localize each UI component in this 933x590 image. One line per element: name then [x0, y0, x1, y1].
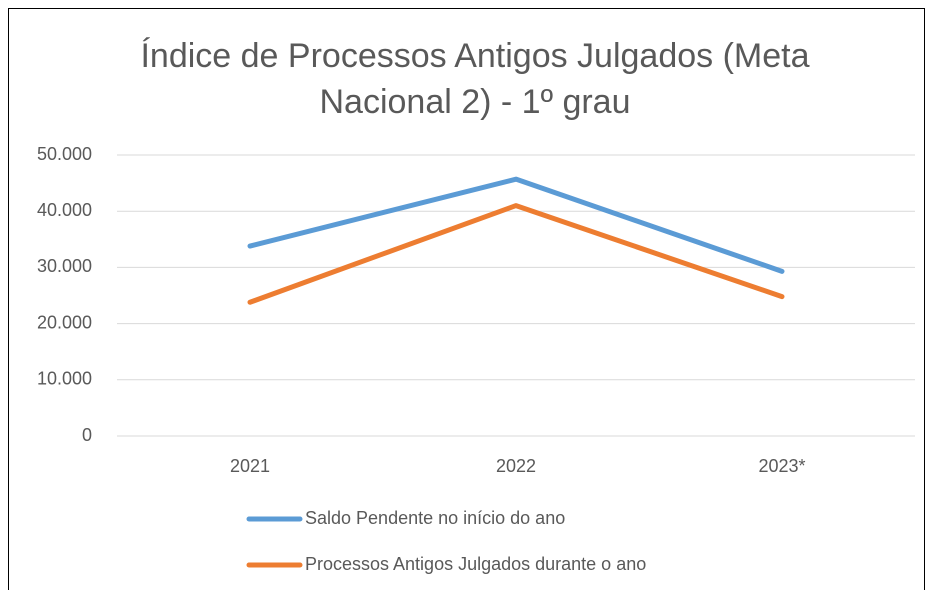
y-tick-label: 20.000	[37, 312, 92, 332]
x-tick-label: 2021	[230, 456, 270, 476]
y-tick-label: 40.000	[37, 200, 92, 220]
x-tick-label: 2022	[496, 456, 536, 476]
y-tick-label: 0	[82, 425, 92, 445]
data-line	[247, 203, 785, 305]
chart-frame	[8, 8, 925, 590]
y-tick-label: 50.000	[37, 144, 92, 164]
y-tick-label: 10.000	[37, 369, 92, 389]
y-tick-label: 30.000	[37, 256, 92, 276]
data-line	[247, 176, 785, 274]
x-tick-label: 2023*	[758, 456, 805, 476]
chart-title: Índice de Processos Antigos Julgados (Me…	[140, 37, 809, 75]
legend-label: Processos Antigos Julgados durante o ano	[305, 554, 646, 574]
legend-label: Saldo Pendente no início do ano	[305, 508, 565, 528]
chart-title: Nacional 2) - 1º grau	[319, 83, 630, 121]
